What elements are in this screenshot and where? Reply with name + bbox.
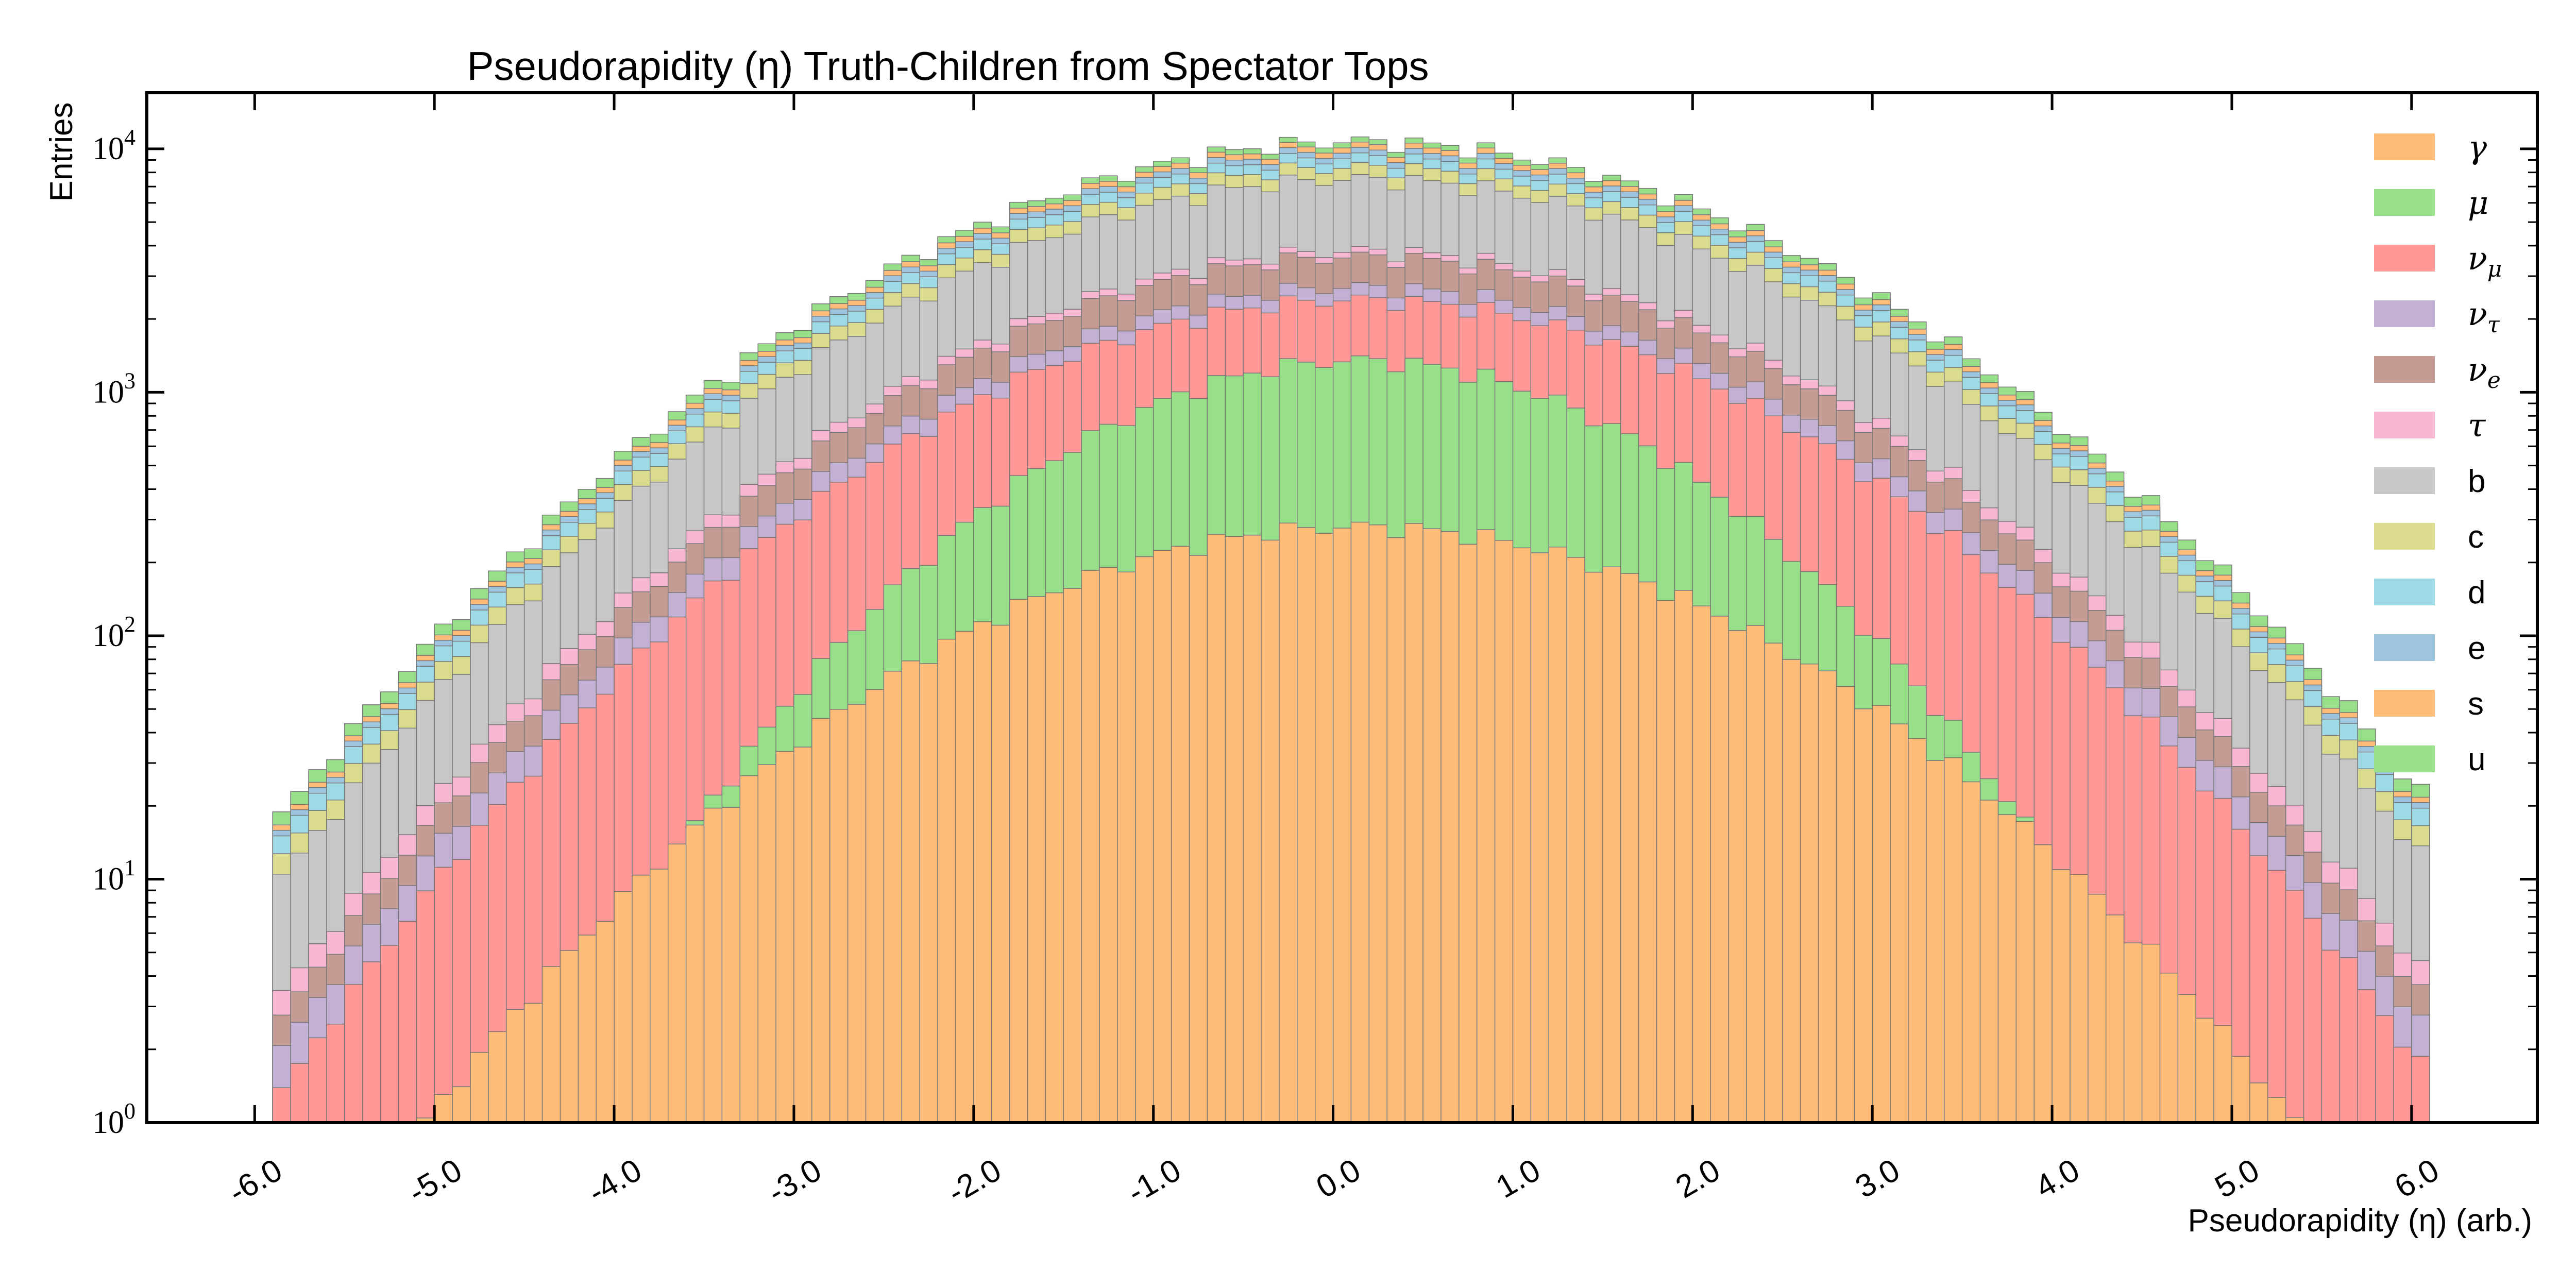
legend-swatch-3 — [2374, 245, 2435, 272]
x-tick-label-3: -3.0 — [762, 1152, 827, 1210]
legend-swatch-4 — [2374, 300, 2435, 327]
y-tick-label-4: 104 — [92, 125, 135, 166]
legend-swatch-8 — [2374, 523, 2435, 550]
x-tick-label-9: 3.0 — [1850, 1152, 1906, 1205]
legend-label-6: τ — [2468, 406, 2486, 444]
x-tick-label-8: 2.0 — [1670, 1152, 1726, 1205]
histogram-layer-1 — [416, 521, 2304, 1123]
x-tick-label-10: 4.0 — [2029, 1152, 2086, 1205]
legend-label-9: d — [2468, 575, 2485, 611]
legend-label-4: ντ — [2468, 295, 2500, 338]
x-tick-label-5: -1.0 — [1122, 1152, 1187, 1210]
x-tick-label-0: -6.0 — [223, 1152, 288, 1210]
x-tick-label-6: 0.0 — [1310, 1152, 1366, 1205]
legend-swatch-5 — [2374, 356, 2435, 383]
legend-swatch-11 — [2374, 690, 2435, 717]
legend-label-8: c — [2468, 519, 2484, 555]
legend-label-7: b — [2468, 464, 2485, 499]
legend-swatch-7 — [2374, 467, 2435, 494]
legend-swatch-1 — [2374, 133, 2435, 160]
chart-title: Pseudorapidity (η) Truth-Children from S… — [467, 43, 1429, 89]
legend-swatch-12 — [2374, 745, 2435, 772]
x-tick-label-11: 5.0 — [2209, 1152, 2265, 1205]
legend-swatch-9 — [2374, 579, 2435, 605]
legend-label-12: u — [2468, 742, 2485, 777]
y-axis-label: Entries — [44, 103, 79, 202]
plot-frame — [145, 91, 2539, 1124]
x-tick-label-7: 1.0 — [1490, 1152, 1546, 1205]
legend-swatch-10 — [2374, 634, 2435, 661]
legend-label-5: νe — [2468, 351, 2501, 394]
legend-label-11: s — [2468, 686, 2484, 722]
x-tick-label-1: -5.0 — [402, 1152, 468, 1210]
x-tick-label-12: 6.0 — [2389, 1152, 2445, 1205]
y-tick-label-0: 100 — [92, 1098, 135, 1140]
histogram-bars — [272, 137, 2430, 1123]
y-tick-label-2: 102 — [92, 612, 135, 653]
x-tick-label-4: -2.0 — [942, 1152, 1007, 1210]
legend-label-10: e — [2468, 631, 2485, 666]
legend-swatch-6 — [2374, 412, 2435, 438]
legend-label-3: νμ — [2468, 240, 2502, 282]
y-tick-label-1: 101 — [92, 855, 135, 896]
legend-label-1: γ — [2468, 128, 2487, 166]
y-axis: 100 101 102 103 104 — [92, 125, 2537, 1140]
y-tick-label-3: 103 — [92, 368, 135, 410]
legend-swatch-2 — [2374, 189, 2435, 216]
x-tick-label-2: -4.0 — [582, 1152, 648, 1210]
legend-label-2: μ — [2468, 184, 2488, 222]
x-axis-label: Pseudorapidity (η) (arb.) — [2188, 1203, 2533, 1239]
